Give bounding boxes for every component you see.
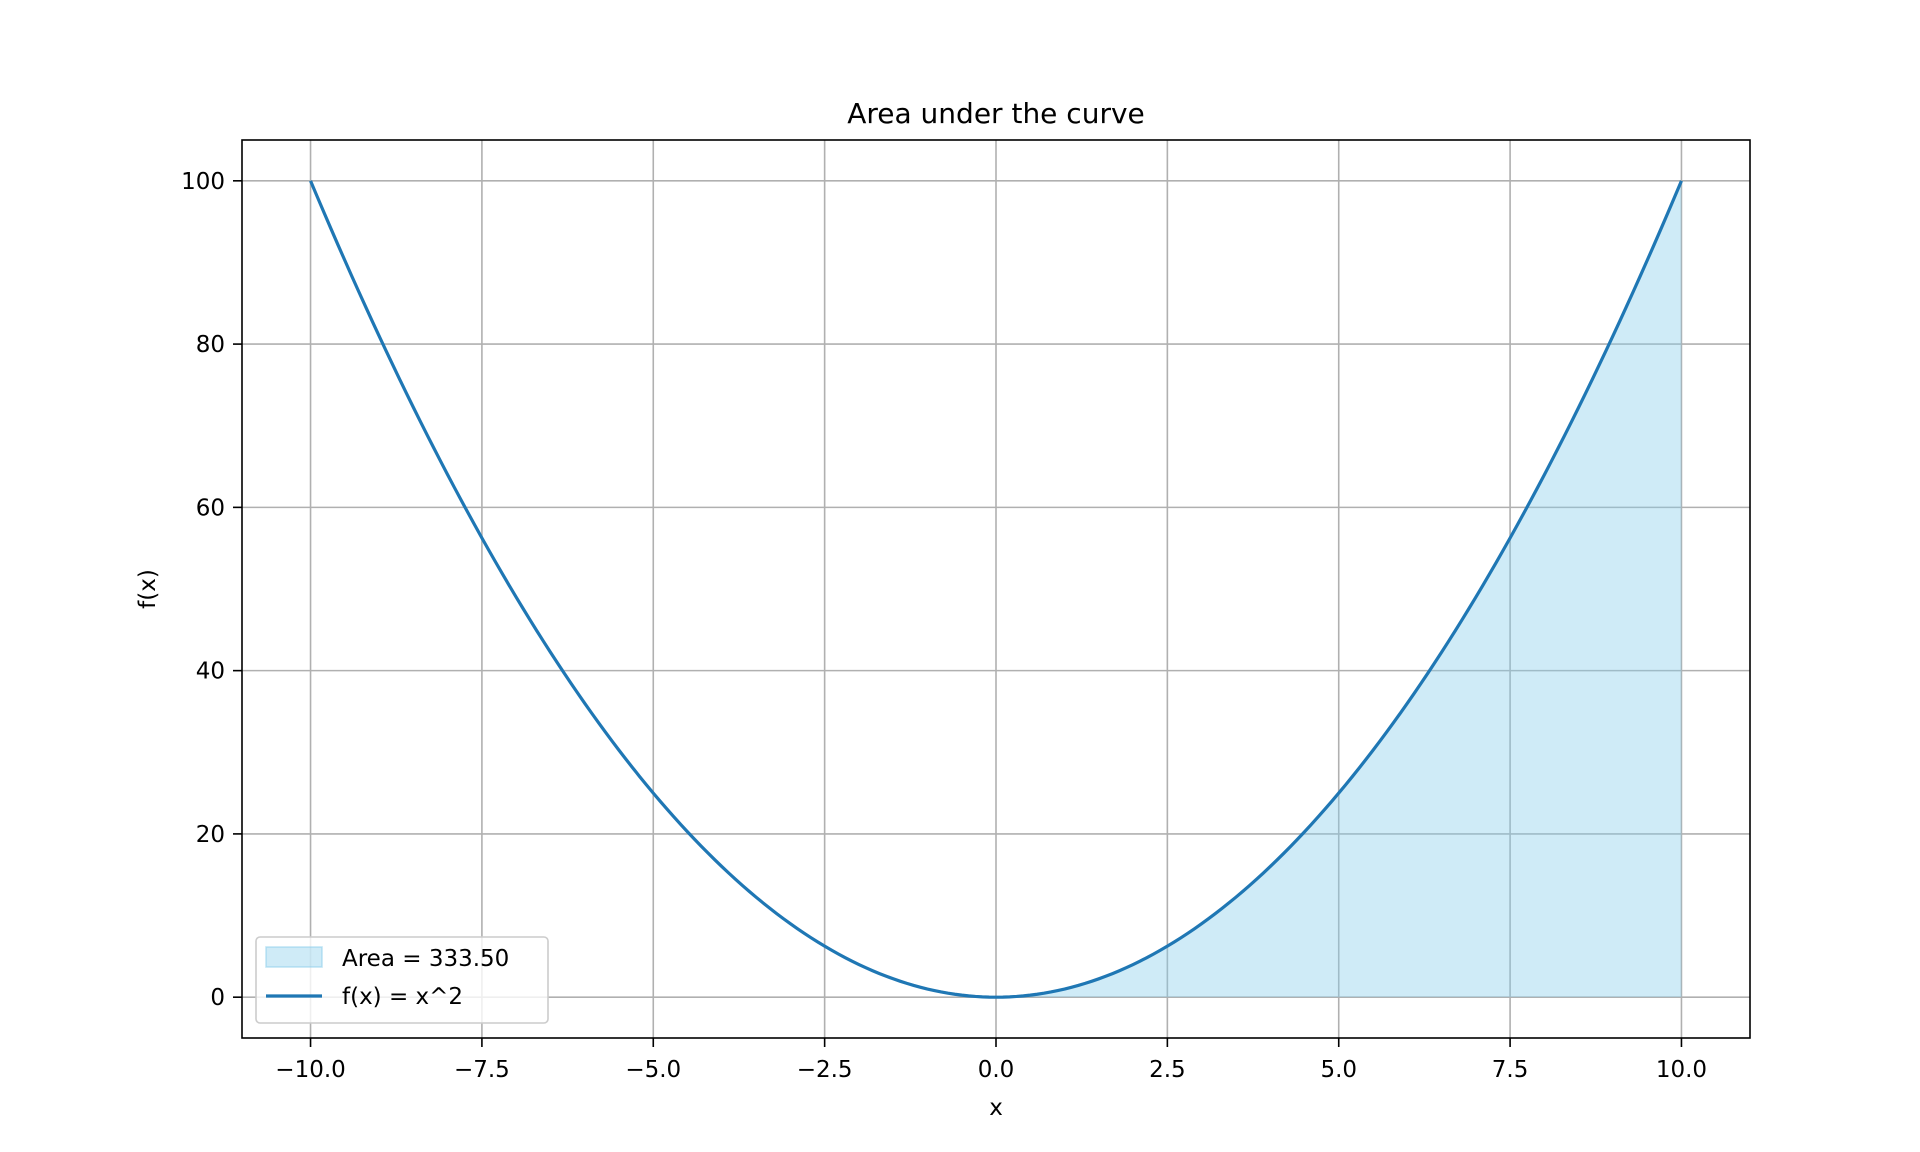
legend-label-line: f(x) = x^2 (342, 984, 463, 1010)
x-tick-label: 2.5 (1149, 1057, 1186, 1083)
x-tick-label: −10.0 (275, 1057, 345, 1083)
x-tick-label: −5.0 (625, 1057, 681, 1083)
legend-box (255, 936, 549, 1024)
x-axis-label: x (989, 1095, 1003, 1121)
x-axis-ticks: −10.0 −7.5 −5.0 −2.5 0.0 2.5 5.0 7.5 10.0 (275, 1038, 1707, 1083)
y-tick-label: 20 (196, 822, 225, 848)
line-layer (309, 180, 1683, 999)
y-axis-label: f(x) (135, 569, 161, 609)
x-tick-label: 7.5 (1492, 1057, 1529, 1083)
legend-swatch-area (265, 946, 323, 968)
y-tick-label: 80 (196, 332, 225, 358)
y-tick-label: 40 (196, 659, 225, 685)
series-line (309, 180, 1683, 999)
x-tick-label: 10.0 (1656, 1057, 1707, 1083)
y-tick-label: 0 (210, 985, 225, 1011)
x-tick-label: −7.5 (454, 1057, 510, 1083)
y-tick-label: 100 (181, 169, 225, 195)
y-axis-ticks: 0 20 40 60 80 100 (181, 169, 242, 1011)
x-tick-label: −2.5 (797, 1057, 853, 1083)
legend: Area = 333.50 f(x) = x^2 (255, 936, 549, 1024)
legend-label-area: Area = 333.50 (342, 946, 509, 972)
y-tick-label: 60 (196, 495, 225, 521)
x-tick-label: 0.0 (978, 1057, 1015, 1083)
fill-layer (996, 180, 1682, 998)
chart-title: Area under the curve (847, 97, 1145, 130)
area-fill (996, 180, 1682, 998)
x-tick-label: 5.0 (1320, 1057, 1357, 1083)
